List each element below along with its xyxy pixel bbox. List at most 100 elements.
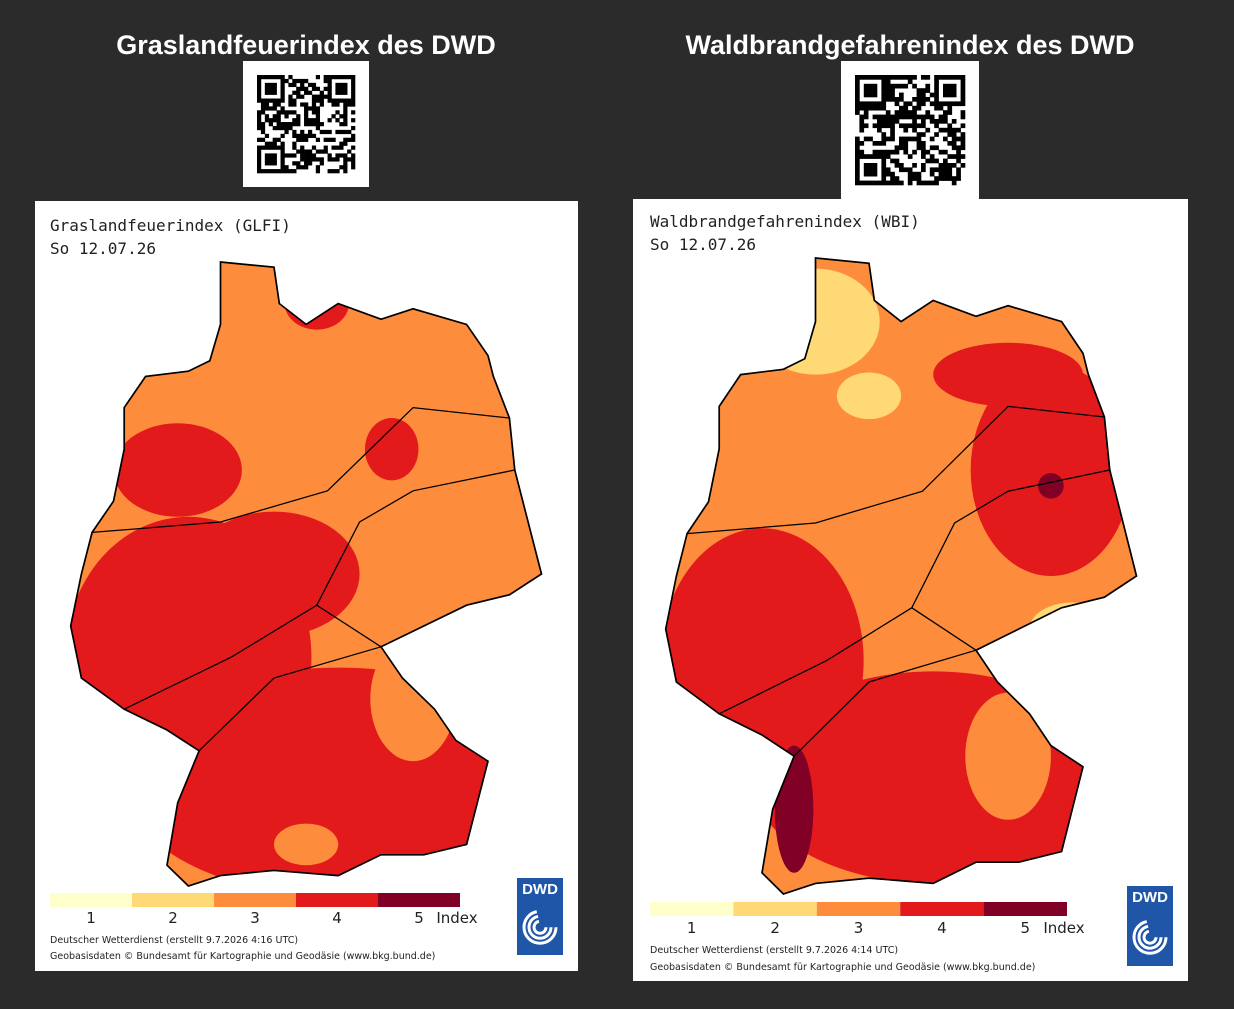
qr-module <box>899 97 904 102</box>
qr-module <box>304 157 309 162</box>
qr-module <box>947 110 953 115</box>
credit: Geobasisdaten © Bundesamt für Kartograph… <box>650 962 1035 973</box>
qr-module <box>855 97 860 102</box>
qr-module <box>885 92 891 98</box>
qr-module <box>288 102 293 107</box>
qr-module <box>292 102 297 107</box>
legend-swatch <box>378 893 460 907</box>
legend-label: 4 <box>937 919 947 937</box>
qr-module <box>885 180 891 186</box>
qr-module <box>257 78 262 84</box>
qr-module <box>292 122 297 127</box>
qr-module <box>921 97 926 102</box>
qr-module <box>960 123 966 129</box>
qr-module <box>300 137 305 142</box>
qr-module <box>268 75 273 80</box>
qr-module <box>921 154 926 159</box>
qr-module <box>956 101 961 107</box>
qr-module <box>881 123 887 129</box>
qr-module <box>319 129 324 135</box>
qr-module <box>260 122 266 127</box>
qr-module <box>934 132 939 137</box>
qr-module <box>894 176 900 181</box>
qr-module <box>855 180 860 186</box>
panel: Graslandfeuerindex des DWD Graslandfeueri… <box>35 30 578 971</box>
qr-module <box>319 98 324 103</box>
qr-module <box>272 90 277 95</box>
qr-module <box>339 153 344 158</box>
qr-module <box>894 180 900 186</box>
qr-module <box>335 86 340 91</box>
qr-module <box>268 153 273 158</box>
qr-module <box>343 165 348 170</box>
qr-module <box>292 133 297 139</box>
state-border <box>92 406 510 534</box>
qr-module <box>903 123 909 129</box>
risk-area <box>274 823 339 866</box>
qr-module <box>292 153 297 158</box>
qr-module <box>872 101 878 107</box>
qr-module <box>268 145 273 150</box>
qr-module <box>859 154 865 159</box>
qr-module <box>323 86 328 91</box>
qr-module <box>938 127 944 133</box>
qr-module <box>296 94 301 99</box>
qr-module <box>929 136 935 142</box>
qr-module <box>257 98 262 103</box>
qr-module <box>307 118 313 123</box>
qr-module <box>899 92 904 98</box>
qr-module <box>268 82 273 88</box>
qr-module <box>315 122 321 127</box>
qr-module <box>872 171 878 177</box>
qr-module <box>894 145 900 151</box>
qr-module <box>268 86 273 91</box>
qr-module <box>859 123 865 129</box>
qr-module <box>855 75 860 80</box>
qr-module <box>934 145 939 151</box>
qr-module <box>339 75 344 80</box>
qr-module <box>296 122 301 127</box>
qr-module <box>921 88 926 93</box>
qr-module <box>929 180 935 186</box>
qr-module <box>335 75 340 80</box>
qr-module <box>938 75 944 80</box>
qr-module <box>347 129 352 135</box>
qr-module <box>951 88 957 93</box>
qr-module <box>921 132 926 137</box>
qr-module <box>877 154 882 159</box>
qr-module <box>903 75 909 80</box>
qr-module <box>307 157 313 162</box>
qr-module <box>916 180 922 186</box>
qr-module <box>934 79 939 85</box>
legend-unit: Index <box>1043 919 1084 937</box>
qr-module <box>868 163 873 168</box>
qr-module <box>916 123 922 129</box>
qr-module <box>319 149 324 154</box>
map-fill <box>70 262 542 886</box>
qr-module <box>903 101 909 107</box>
qr-module <box>300 165 305 170</box>
qr-module <box>292 90 297 95</box>
qr-module <box>331 169 336 174</box>
qr-module <box>912 75 917 80</box>
qr-module <box>881 141 887 146</box>
qr-module <box>943 83 948 89</box>
qr-module <box>903 145 909 151</box>
state-border <box>911 469 1110 609</box>
qr-module <box>934 75 939 80</box>
qr-module <box>855 88 860 93</box>
legend-label: 3 <box>854 919 864 937</box>
qr-module <box>960 154 966 159</box>
qr-module <box>307 129 313 135</box>
qr-module <box>323 149 328 154</box>
qr-module <box>899 145 904 151</box>
qr-module <box>311 145 317 150</box>
qr-module <box>300 129 305 135</box>
qr-module <box>260 137 266 142</box>
qr-module <box>260 106 266 111</box>
qr-module <box>331 114 336 119</box>
qr-module <box>938 167 944 173</box>
qr-module <box>280 125 285 131</box>
qr-module <box>947 171 953 177</box>
